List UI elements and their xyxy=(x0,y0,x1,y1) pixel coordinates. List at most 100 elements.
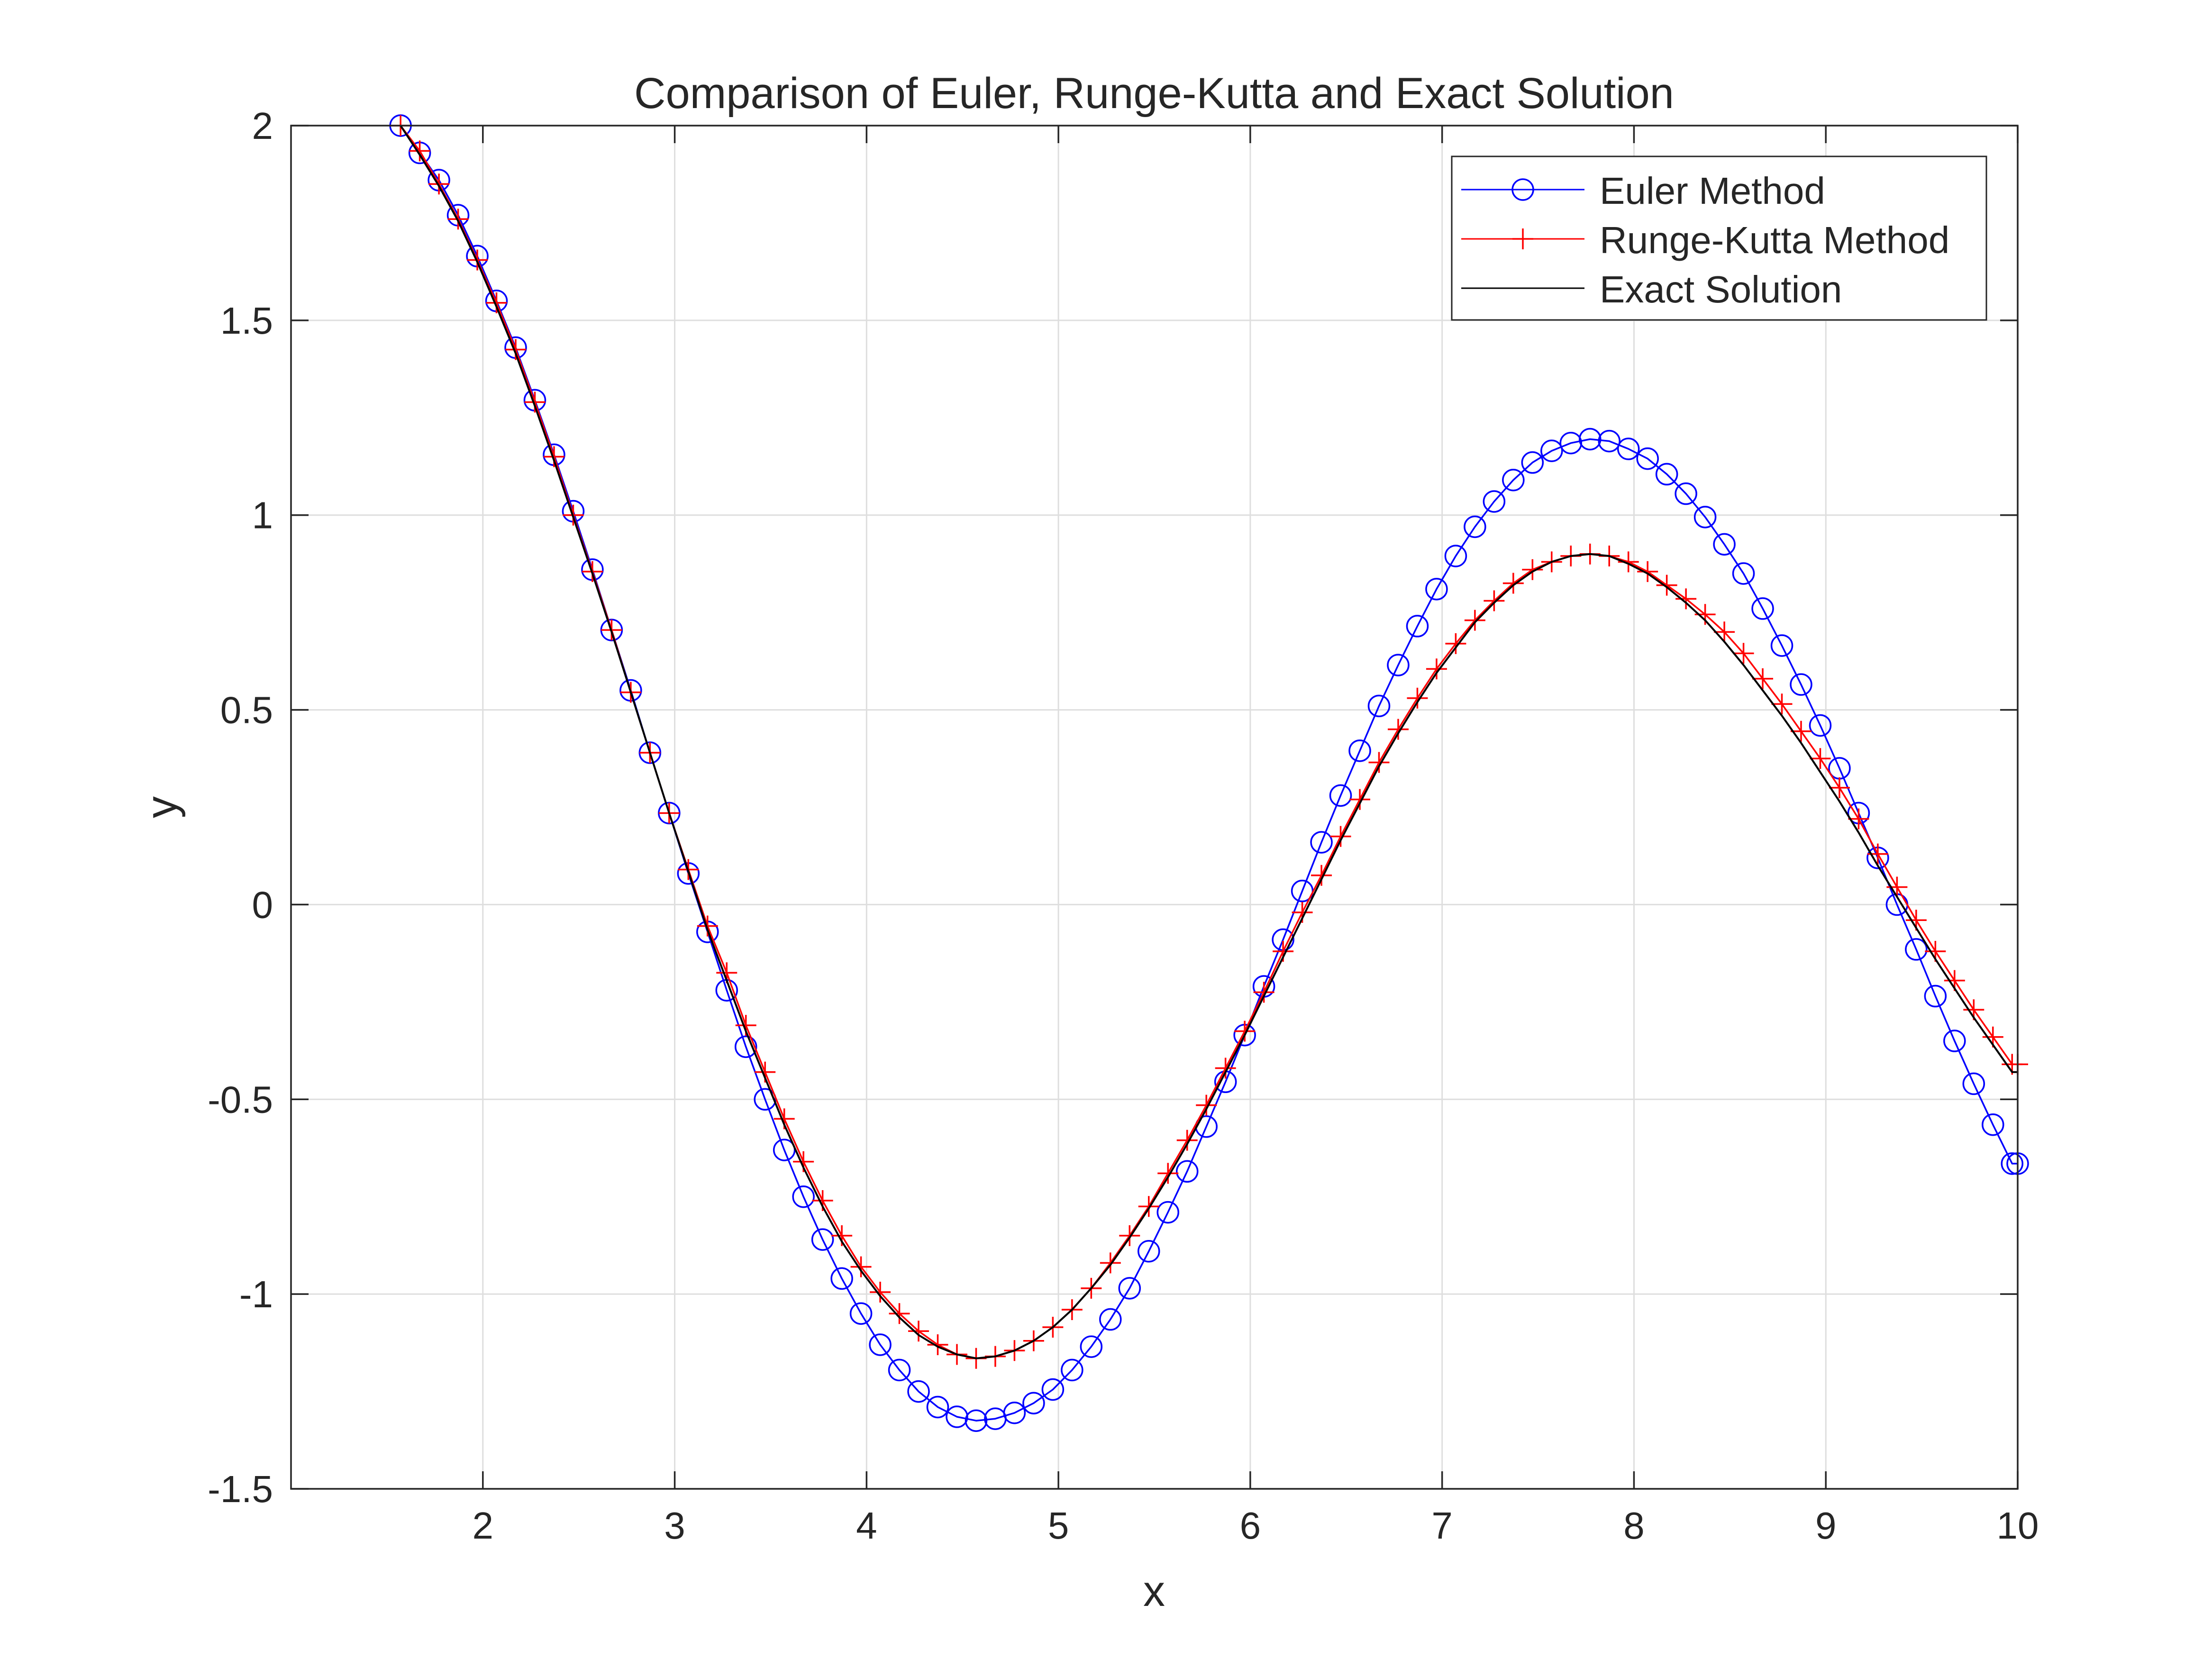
data-point-runge-kutta-method xyxy=(505,339,526,360)
data-point-runge-kutta-method xyxy=(486,292,507,313)
data-point-runge-kutta-method xyxy=(1176,1130,1198,1151)
data-point-runge-kutta-method xyxy=(1311,865,1332,886)
data-point-runge-kutta-method xyxy=(850,1256,872,1277)
data-point-euler-method xyxy=(1022,1392,1045,1414)
x-tick-label: 7 xyxy=(1431,1504,1453,1547)
data-point-runge-kutta-method xyxy=(1771,693,1793,715)
data-point-euler-method xyxy=(1655,463,1678,486)
data-point-runge-kutta-method xyxy=(1791,720,1812,742)
y-tick-label: -1.5 xyxy=(208,1468,273,1510)
data-point-euler-method xyxy=(1118,1277,1141,1300)
legend-entry-exact: Exact Solution xyxy=(1461,268,1842,310)
data-point-euler-method xyxy=(1636,447,1659,470)
data-point-euler-method xyxy=(1175,1160,1199,1183)
data-point-runge-kutta-method xyxy=(889,1303,910,1324)
legend: Euler Method Runge-Kutta Method Exact So… xyxy=(1451,155,1987,321)
data-point-euler-method xyxy=(1617,438,1640,460)
data-point-runge-kutta-method xyxy=(524,392,546,413)
data-point-runge-kutta-method xyxy=(543,446,564,467)
y-tick-label: 2 xyxy=(252,105,273,147)
data-point-euler-method xyxy=(1061,1358,1083,1382)
data-point-euler-method xyxy=(1540,439,1563,462)
data-point-euler-method xyxy=(2001,1152,2024,1175)
data-point-runge-kutta-method xyxy=(1138,1196,1159,1217)
data-point-euler-method xyxy=(1387,654,1410,676)
data-point-runge-kutta-method xyxy=(1407,687,1428,709)
data-point-euler-method xyxy=(1675,482,1697,505)
data-point-euler-method xyxy=(734,1035,757,1058)
data-point-runge-kutta-method xyxy=(1100,1252,1121,1274)
data-point-runge-kutta-method xyxy=(1215,1057,1236,1079)
y-tick-label: 1 xyxy=(252,494,273,537)
data-point-runge-kutta-method xyxy=(428,173,450,195)
y-tick-label: 1.5 xyxy=(220,300,273,342)
data-point-runge-kutta-method xyxy=(1157,1163,1179,1184)
data-point-euler-method xyxy=(1138,1240,1160,1263)
data-point-runge-kutta-method xyxy=(697,915,718,937)
data-point-runge-kutta-method xyxy=(1445,633,1466,654)
data-point-runge-kutta-method xyxy=(1829,777,1850,798)
x-axis-label: x xyxy=(1143,1567,1165,1615)
y-tick-label: -1 xyxy=(239,1273,273,1315)
data-point-euler-method xyxy=(1406,615,1429,638)
data-point-runge-kutta-method xyxy=(1502,573,1524,594)
data-point-runge-kutta-method xyxy=(1387,719,1409,740)
data-point-euler-method xyxy=(1156,1201,1179,1224)
data-point-euler-method xyxy=(1502,469,1525,492)
series-exact-solution xyxy=(400,125,2018,1359)
x-tick-label: 6 xyxy=(1240,1504,1261,1547)
data-point-runge-kutta-method xyxy=(1637,561,1658,582)
data-point-euler-method xyxy=(1425,578,1448,601)
data-point-euler-method xyxy=(1444,545,1467,567)
data-point-euler-method xyxy=(1099,1308,1122,1331)
data-point-euler-method xyxy=(1790,673,1812,696)
data-point-euler-method xyxy=(1982,1113,2004,1136)
axis-ticks: 2 3 4 5 6 7 8 9 10 -1.5 -1 -0.5 0 0.5 1 1.5 2 xyxy=(208,105,2039,1547)
y-tick-label: 0.5 xyxy=(220,689,273,731)
data-point-runge-kutta-method xyxy=(870,1282,891,1303)
data-point-euler-method xyxy=(1464,515,1486,538)
data-point-runge-kutta-method xyxy=(409,140,430,162)
data-point-euler-method xyxy=(811,1228,834,1251)
data-point-euler-method xyxy=(1598,429,1620,453)
y-tick-label: 0 xyxy=(252,884,273,926)
legend-label-exact: Exact Solution xyxy=(1600,268,1842,310)
x-tick-label: 3 xyxy=(664,1504,685,1547)
data-point-runge-kutta-method xyxy=(927,1334,948,1355)
data-point-runge-kutta-method xyxy=(1714,621,1735,643)
data-point-euler-method xyxy=(1329,784,1352,807)
data-point-euler-method xyxy=(849,1302,873,1325)
series-layer xyxy=(389,114,2029,1432)
data-point-runge-kutta-method xyxy=(1330,826,1351,847)
data-point-runge-kutta-method xyxy=(1848,808,1869,830)
plot-area-frame xyxy=(290,125,2019,1490)
data-point-euler-method xyxy=(1579,428,1602,451)
data-point-runge-kutta-method xyxy=(1253,982,1274,1003)
data-point-runge-kutta-method xyxy=(1464,610,1485,631)
data-point-runge-kutta-method xyxy=(1484,590,1505,611)
data-point-euler-method xyxy=(1521,451,1544,474)
data-point-euler-method xyxy=(869,1333,892,1356)
data-point-euler-method xyxy=(1770,634,1793,657)
data-point-euler-method xyxy=(888,1358,911,1382)
legend-label-euler: Euler Method xyxy=(1600,170,1825,212)
data-point-runge-kutta-method xyxy=(1196,1094,1217,1116)
data-point-runge-kutta-method xyxy=(1368,752,1390,773)
legend-marker-runge-kutta xyxy=(1512,228,1533,249)
data-point-euler-method xyxy=(1751,597,1774,620)
data-point-euler-method xyxy=(1559,431,1583,455)
x-tick-label: 10 xyxy=(1997,1504,2039,1547)
data-point-euler-method xyxy=(1962,1072,1985,1095)
series-line-exact-solution xyxy=(400,125,2018,1359)
legend-label-runge-kutta: Runge-Kutta Method xyxy=(1600,219,1949,261)
x-tick-label: 5 xyxy=(1048,1504,1069,1547)
data-point-euler-method xyxy=(1367,694,1391,718)
legend-entry-euler: Euler Method xyxy=(1461,170,1825,212)
data-point-euler-method xyxy=(1310,831,1333,854)
x-tick-label: 8 xyxy=(1623,1504,1645,1547)
data-point-euler-method xyxy=(830,1267,853,1290)
data-point-euler-method xyxy=(1713,533,1736,556)
data-point-euler-method xyxy=(1483,490,1506,513)
data-point-runge-kutta-method xyxy=(1119,1225,1140,1246)
data-point-runge-kutta-method xyxy=(1733,643,1754,664)
